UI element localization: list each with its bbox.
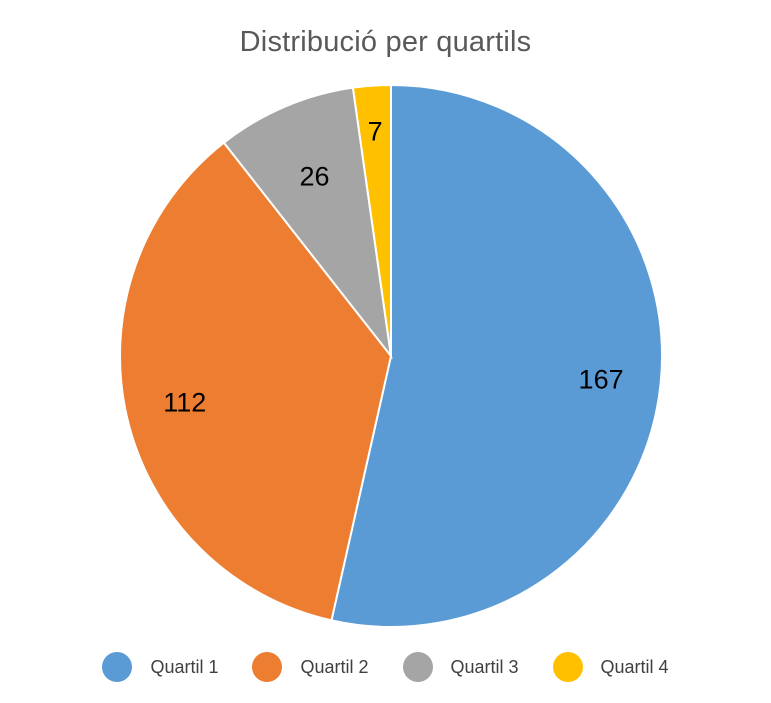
pie-slice-quartil-3 — [222, 86, 393, 360]
legend-item-quartil-3: Quartil 3 — [402, 652, 519, 682]
legend-swatch-quartil-4 — [552, 652, 583, 682]
legend-label-quartil-4: Quartil 4 — [600, 656, 669, 677]
legend-item-quartil-4: Quartil 4 — [552, 652, 669, 682]
legend-label-quartil-1: Quartil 1 — [150, 656, 219, 677]
data-label-quartil-4: 7 — [368, 117, 383, 147]
data-label-quartil-2: 112 — [163, 387, 206, 417]
legend-swatch-quartil-1 — [102, 652, 133, 682]
legend-item-quartil-2: Quartil 2 — [252, 652, 369, 682]
legend-label-quartil-3: Quartil 3 — [450, 656, 519, 677]
pie-slice-quartil-1 — [330, 83, 663, 628]
pie-slice-quartil-4 — [351, 83, 392, 357]
chart-legend: Quartil 1 Quartil 2 Quartil 3 Quartil 4 — [0, 650, 771, 684]
data-label-quartil-3: 26 — [299, 161, 329, 191]
chart-title: Distribució per quartils — [239, 26, 532, 58]
legend-swatch-quartil-2 — [252, 652, 283, 682]
legend-label-quartil-2: Quartil 2 — [300, 656, 369, 677]
legend-swatch-quartil-3 — [402, 652, 433, 682]
pie-slice-quartil-2 — [119, 141, 393, 622]
legend-item-quartil-1: Quartil 1 — [102, 652, 218, 682]
data-label-quartil-1: 167 — [579, 364, 624, 394]
